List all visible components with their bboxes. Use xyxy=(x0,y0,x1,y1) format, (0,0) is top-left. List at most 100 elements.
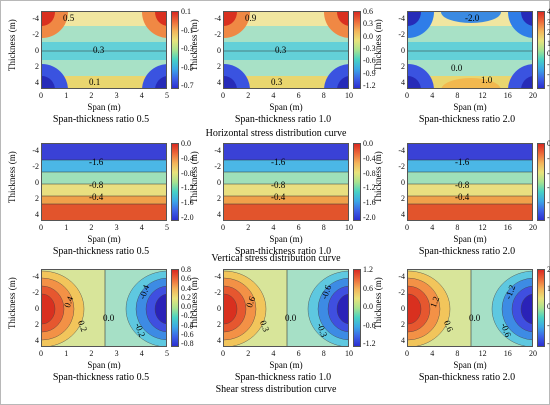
y-axis-label: Thickness (m) xyxy=(373,19,383,71)
stress-band xyxy=(42,196,166,204)
x-tick-label: 12 xyxy=(478,91,487,100)
colorbar-tick-label: -0.8 xyxy=(181,339,194,348)
x-tick-label: 4 xyxy=(430,223,435,232)
x-tick-label: 16 xyxy=(503,223,512,232)
x-axis-label: Span (m) xyxy=(87,234,121,244)
x-tick-label: 0 xyxy=(405,223,409,232)
y-tick-label: 0 xyxy=(217,178,221,187)
y-tick-label: -4 xyxy=(214,14,221,23)
panel-subtitle: Span-thickness ratio 0.5 xyxy=(52,372,150,383)
y-tick-label: 0 xyxy=(35,46,39,55)
x-tick-label: 1 xyxy=(64,349,69,358)
panel-subtitle: Span-thickness ratio 0.5 xyxy=(52,246,150,257)
colorbar-tick-label: -0.8 xyxy=(181,168,194,178)
colorbar-tick-label: -0.6 xyxy=(363,56,376,66)
colorbar-tick-label: 0.0 xyxy=(181,302,191,311)
colorbar-tick-label: -1.6 xyxy=(363,198,376,208)
y-tick-label: 0 xyxy=(401,46,405,55)
x-tick-label: 20 xyxy=(529,349,537,358)
x-tick-label: 1 xyxy=(64,223,69,232)
contour-label: -1.6 xyxy=(89,157,104,167)
colorbar-tick-label: -2.0 xyxy=(547,213,550,222)
contour-label: -0.4 xyxy=(455,192,470,202)
y-tick-label: -4 xyxy=(398,14,405,23)
x-tick-label: 12 xyxy=(478,223,487,232)
colorbar-tick-label: -1.2 xyxy=(363,339,376,348)
x-tick-label: 3 xyxy=(114,223,119,232)
left-lobe xyxy=(408,293,422,325)
contour-label: 0.3 xyxy=(275,45,287,55)
y-tick-label: -4 xyxy=(398,146,405,155)
stress-band xyxy=(224,144,348,160)
colorbar-tick-label: 0.0 xyxy=(363,139,373,148)
x-tick-label: 4 xyxy=(139,349,144,358)
y-tick-label: -2 xyxy=(32,162,39,171)
y-tick-label: -4 xyxy=(32,14,39,23)
contour-label: -0.8 xyxy=(455,180,470,190)
plot-area xyxy=(407,143,533,221)
colorbar-tick-label: 3 xyxy=(547,17,550,27)
stress-band xyxy=(408,172,532,184)
colorbar-tick-label: -0.9 xyxy=(363,68,376,78)
x-tick-label: 2 xyxy=(246,349,251,358)
y-tick-label: 2 xyxy=(401,62,405,71)
contour-label: -1.6 xyxy=(455,157,470,167)
y-tick-label: -4 xyxy=(214,272,221,281)
panel-subtitle: Span-thickness ratio 2.0 xyxy=(418,372,516,383)
contour-label: 0.0 xyxy=(103,313,115,323)
x-tick-label: 0 xyxy=(221,91,225,100)
contour-label: 0.0 xyxy=(469,313,481,323)
y-tick-label: 4 xyxy=(217,210,221,219)
contour-svg xyxy=(224,270,348,346)
panel-subtitle: Span-thickness ratio 1.0 xyxy=(234,372,332,383)
y-tick-label: -2 xyxy=(32,288,39,297)
plot-area xyxy=(41,143,167,221)
x-tick-label: 8 xyxy=(455,223,460,232)
left-lobe xyxy=(224,293,238,325)
x-axis-label: Span (m) xyxy=(269,360,303,370)
x-tick-label: 3 xyxy=(114,349,119,358)
colorbar-tick-label: -0.2 xyxy=(181,311,194,321)
field-band-bottom xyxy=(224,76,348,88)
colorbar-tick-label: 0.1 xyxy=(181,7,191,16)
contour-svg xyxy=(42,144,166,220)
colorbar-tick-label: -1.6 xyxy=(547,198,550,208)
contour-label: 0.3 xyxy=(93,45,105,55)
panel-subtitle: Span-thickness ratio 2.0 xyxy=(418,246,516,257)
colorbar-tick-label: 0.6 xyxy=(181,274,191,284)
stress-band xyxy=(224,160,348,172)
colorbar-tick-label: 1.2 xyxy=(363,265,373,274)
colorbar-tick-label: -1.6 xyxy=(181,198,194,208)
contour-panel: Thickness (m) -1.6 -0.8 -0.4 -4 -2 0 2 4 0 1 2 3 4 5 Sp… xyxy=(5,140,194,259)
x-tick-label: 0 xyxy=(405,91,409,100)
colorbar-tick-label: -2.4 xyxy=(547,339,550,348)
x-axis-label: Span (m) xyxy=(269,234,303,244)
plot-area xyxy=(223,11,349,89)
x-axis-label: Span (m) xyxy=(87,102,121,112)
x-tick-label: 12 xyxy=(478,349,487,358)
x-axis-label: Span (m) xyxy=(453,234,487,244)
plot-area xyxy=(407,11,533,89)
x-tick-label: 16 xyxy=(503,349,512,358)
contour-label: 0.0 xyxy=(285,313,297,323)
y-tick-label: 2 xyxy=(217,320,221,329)
contour-panel: Thickness (m) -1.6 -0.8 -0.4 -4 -2 0 2 4 0 2 4 6 8 10 S… xyxy=(187,140,376,259)
x-tick-label: 2 xyxy=(246,223,251,232)
x-tick-label: 16 xyxy=(503,91,512,100)
colorbar-tick-label: -0.3 xyxy=(181,44,194,53)
colorbar-tick-label: -0.8 xyxy=(547,168,550,178)
colorbar-tick-label: -0.8 xyxy=(363,168,376,178)
panel-subtitle: Span-thickness ratio 0.5 xyxy=(52,114,150,125)
contour-label: -0.4 xyxy=(271,192,286,202)
x-tick-label: 4 xyxy=(139,91,144,100)
x-tick-label: 1 xyxy=(64,91,69,100)
colorbar-tick-label: 0.3 xyxy=(363,19,373,29)
plot-area xyxy=(223,143,349,221)
corner-lobe-inner xyxy=(155,76,166,88)
stress-band xyxy=(408,160,532,172)
y-tick-label: 4 xyxy=(35,336,39,345)
contour-label: 0.5 xyxy=(63,13,75,23)
x-tick-label: 0 xyxy=(221,223,225,232)
field-band-top xyxy=(42,12,166,26)
